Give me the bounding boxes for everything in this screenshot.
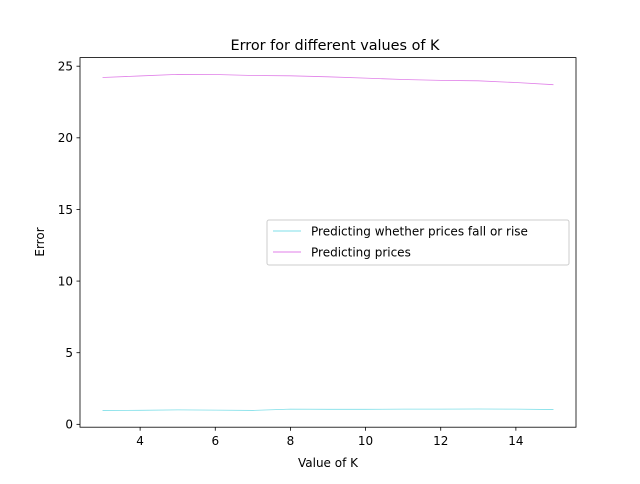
x-tick-label: 6 (211, 434, 219, 448)
x-tick-label: 8 (287, 434, 295, 448)
y-tick-label: 15 (58, 203, 73, 217)
y-tick-label: 0 (65, 418, 73, 432)
y-tick-label: 5 (65, 346, 73, 360)
x-axis-label: Value of K (298, 456, 359, 470)
y-tick-label: 10 (58, 274, 73, 288)
legend-label-fall-or-rise: Predicting whether prices fall or rise (311, 225, 528, 239)
y-tick-label: 20 (58, 131, 73, 145)
x-axis: 4 6 8 10 12 14 (136, 427, 524, 448)
y-axis-label: Error (33, 227, 47, 256)
y-axis: 0 5 10 15 20 25 (58, 59, 80, 432)
legend-box (266, 219, 570, 266)
chart-title: Error for different values of K (231, 38, 441, 54)
x-tick-label: 4 (136, 434, 144, 448)
y-tick-label: 25 (58, 59, 73, 73)
legend-label-prices: Predicting prices (311, 246, 411, 260)
axes-frame (79, 57, 577, 428)
series-layer (102, 73, 554, 411)
x-tick-label: 10 (358, 434, 373, 448)
x-tick-label: 12 (433, 434, 448, 448)
x-tick-label: 14 (508, 434, 523, 448)
legend: Predicting whether prices fall or rise P… (266, 219, 570, 266)
series-line-fall-or-rise (102, 408, 554, 411)
series-line-prices (102, 73, 554, 86)
